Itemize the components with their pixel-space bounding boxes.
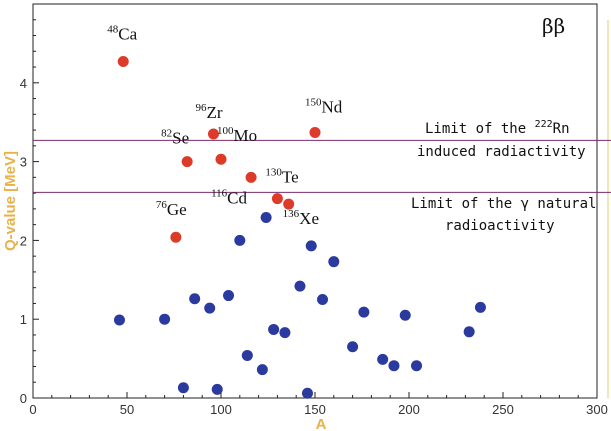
- x-axis-title: A: [316, 416, 327, 431]
- limit-label-1-line1: Limit of the 222Rn: [425, 119, 570, 137]
- data-point: [223, 290, 235, 302]
- y-tick-label: 0: [20, 391, 27, 406]
- isotope-symbol: Cd: [227, 188, 247, 207]
- isotope-point-ca: [117, 56, 129, 68]
- panel-tag: ββ: [542, 14, 565, 38]
- data-point: [234, 234, 246, 246]
- isotope-symbol: Nd: [322, 97, 343, 116]
- isotope-point-mo: [215, 153, 227, 165]
- x-tick-label: 200: [398, 402, 420, 417]
- y-tick-label: 4: [20, 76, 27, 91]
- limit-lines: [33, 139, 611, 193]
- data-point: [177, 382, 189, 394]
- isotope-mass-number: 130: [265, 167, 282, 179]
- limit-label-1-line2: induced radiactivity: [417, 144, 586, 160]
- isotope-mass-number: 150: [305, 96, 322, 108]
- isotope-point-cd: [245, 171, 257, 183]
- data-point: [294, 280, 306, 292]
- isotope-mass-number: 136: [283, 208, 300, 220]
- limit-label-1-post: Rn: [553, 121, 570, 137]
- isotope-label-mo: 100Mo: [217, 125, 257, 145]
- isotope-symbol: Xe: [299, 209, 319, 228]
- limit-label-2-line2: radioactivity: [445, 218, 555, 234]
- data-point: [159, 313, 171, 325]
- y-axis-title: Q-value [MeV]: [2, 151, 19, 251]
- data-point: [388, 360, 400, 372]
- x-tick-label: 300: [586, 402, 608, 417]
- limit-label-1-sup: 222: [535, 119, 553, 130]
- data-point: [377, 353, 389, 365]
- y-axis: 0 1 2 3 4: [20, 19, 39, 406]
- isotope-symbol: Te: [282, 168, 299, 187]
- isotope-mass-number: 116: [211, 187, 228, 199]
- isotope-mass-number: 76: [156, 199, 168, 211]
- x-tick-label: 250: [492, 402, 514, 417]
- data-point: [301, 387, 313, 399]
- isotope-label-te: 130Te: [265, 167, 298, 187]
- data-point: [463, 326, 475, 338]
- isotope-mass-number: 48: [107, 24, 119, 36]
- data-point: [189, 293, 201, 305]
- isotope-mass-number: 96: [195, 102, 207, 114]
- data-point: [347, 341, 359, 353]
- isotope-point-te: [271, 193, 283, 205]
- data-point: [211, 383, 223, 395]
- y-tick-label: 2: [20, 233, 27, 248]
- limit-label-1-pre: Limit of the: [425, 121, 535, 137]
- x-tick-label: 50: [120, 402, 134, 417]
- limit-label-2-line1: Limit of the γ natural: [411, 196, 596, 212]
- highlighted-points: 48Ca 96Zr 150Nd 82Se 100Mo 116Cd 130Te 136Xe 76G…: [107, 24, 343, 243]
- isotope-symbol: Ca: [118, 25, 137, 44]
- isotope-symbol: Mo: [234, 126, 258, 145]
- isotope-symbol: Ge: [167, 200, 187, 219]
- isotope-label-zr: 96Zr: [195, 102, 222, 122]
- data-point: [305, 240, 317, 252]
- x-tick-label: 0: [29, 402, 36, 417]
- isotope-label-cd: 116Cd: [211, 187, 247, 207]
- isotope-symbol: Se: [172, 129, 189, 148]
- x-axis: 0 50 100 150 200 250 300: [29, 392, 608, 417]
- data-point: [474, 301, 486, 313]
- data-point: [399, 309, 411, 321]
- isotope-mass-number: 82: [161, 128, 172, 140]
- isotope-label-se: 82Se: [161, 128, 189, 148]
- y-tick-label: 1: [20, 312, 27, 327]
- isotope-label-nd: 150Nd: [305, 96, 343, 116]
- data-point: [358, 306, 370, 318]
- isotope-point-zr: [207, 128, 219, 140]
- data-point: [411, 360, 423, 372]
- data-point: [204, 302, 216, 314]
- data-point: [279, 327, 291, 339]
- data-point: [260, 212, 272, 224]
- other-points: [113, 212, 486, 399]
- data-point: [113, 314, 125, 326]
- y-tick-label: 3: [20, 155, 27, 170]
- data-point: [241, 349, 253, 361]
- data-point: [328, 256, 340, 268]
- isotope-point-se: [181, 156, 193, 168]
- data-point: [317, 294, 329, 305]
- data-point: [256, 364, 268, 376]
- isotope-label-xe: 136Xe: [283, 208, 319, 228]
- isotope-point-xe: [283, 198, 295, 210]
- isotope-label-ge: 76Ge: [156, 199, 187, 219]
- isotope-mass-number: 100: [217, 125, 234, 137]
- data-point: [268, 323, 280, 335]
- isotope-symbol: Zr: [206, 103, 222, 122]
- x-tick-label: 100: [210, 402, 232, 417]
- isotope-label-ca: 48Ca: [107, 24, 137, 44]
- isotope-point-ge: [170, 231, 182, 243]
- x-tick-label: 150: [304, 402, 326, 417]
- isotope-point-nd: [309, 126, 321, 138]
